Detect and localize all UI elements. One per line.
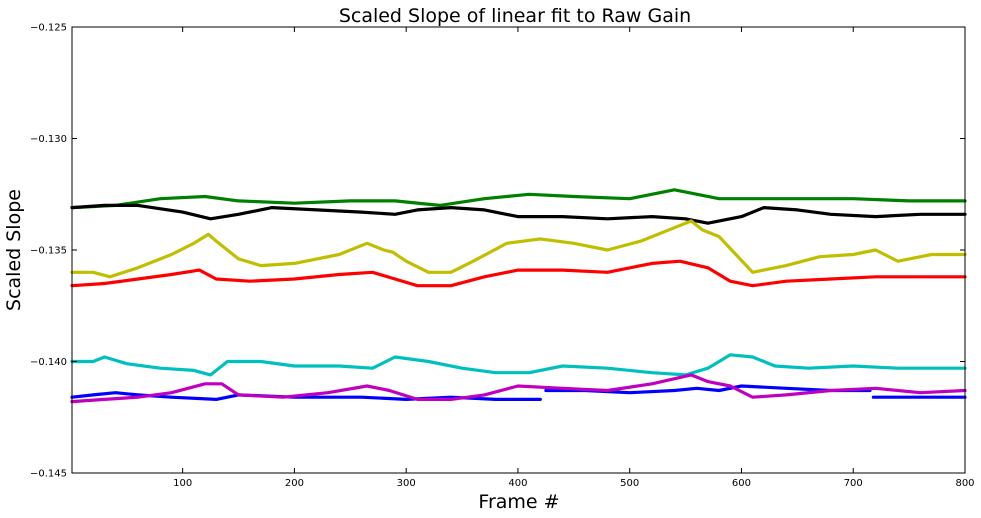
ticks-layer: 100 200 300 400 500 600 700 800 −0.145 −0.140 −0.1… — [30, 23, 975, 490]
y-tick-label-4: −0.125 — [30, 23, 67, 34]
chart-title: Scaled Slope of linear fit to Raw Gain — [339, 5, 691, 27]
x-tick-label-1: 200 — [285, 478, 304, 489]
y-tick-label-3: −0.130 — [30, 134, 67, 145]
series-line-3 — [70, 259, 967, 288]
y-tick-label-0: −0.145 — [30, 469, 67, 480]
y-tick-label-2: −0.135 — [30, 246, 67, 257]
y-tick-label-1: −0.140 — [30, 357, 67, 368]
series-line-2 — [70, 219, 967, 279]
series-line-1 — [70, 203, 967, 225]
series-line-0 — [70, 188, 967, 210]
x-axis-title: Frame # — [478, 491, 559, 513]
x-tick-label-6: 700 — [844, 478, 863, 489]
x-tick-label-7: 800 — [955, 478, 974, 489]
x-tick-label-2: 300 — [397, 478, 416, 489]
x-tick-label-5: 600 — [732, 478, 751, 489]
series-layer — [70, 188, 967, 404]
series-line-5 — [70, 384, 967, 401]
series-line-4 — [70, 353, 967, 377]
plot-frame — [71, 26, 966, 474]
x-tick-label-0: 100 — [173, 478, 192, 489]
y-axis-title: Scaled Slope — [3, 189, 25, 311]
series-line-6 — [70, 373, 967, 404]
x-tick-label-3: 400 — [508, 478, 527, 489]
x-tick-label-4: 500 — [620, 478, 639, 489]
